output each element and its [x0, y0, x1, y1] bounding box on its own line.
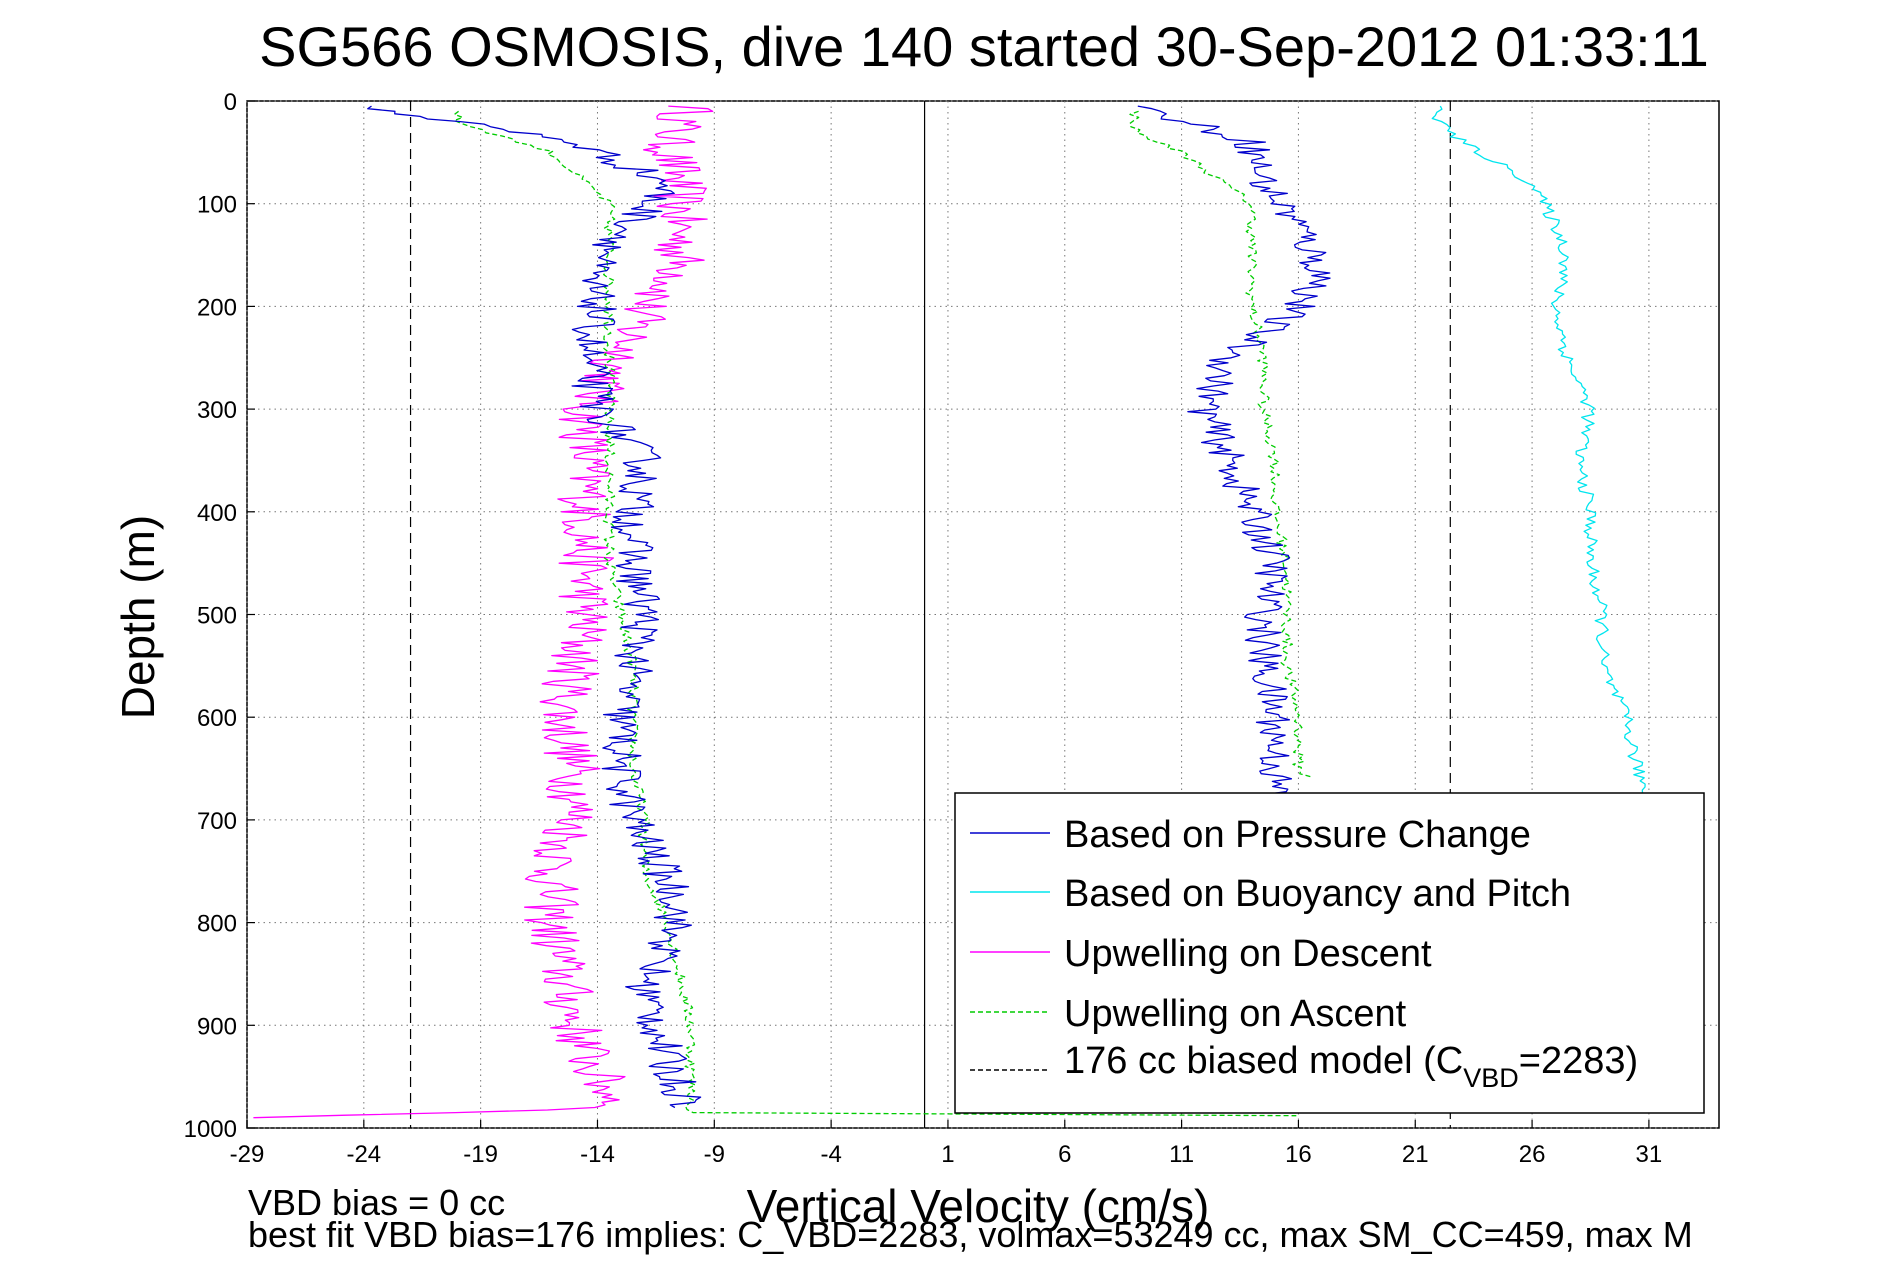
- legend-box: [954, 792, 1705, 1114]
- y-tick-label: 200: [197, 294, 237, 321]
- x-tick-label: 1: [941, 1141, 954, 1168]
- y-tick-label: 1000: [184, 1116, 237, 1143]
- x-tick-label: -14: [580, 1141, 615, 1168]
- y-tick-label: 900: [197, 1013, 237, 1040]
- x-tick-label: -9: [704, 1141, 725, 1168]
- y-tick-label: 700: [197, 808, 237, 835]
- x-tick-label: 6: [1058, 1141, 1071, 1168]
- x-tick-label: 21: [1402, 1141, 1429, 1168]
- x-tick-label: -29: [230, 1141, 265, 1168]
- x-tick-label: -19: [463, 1141, 498, 1168]
- y-tick-label: 800: [197, 911, 237, 938]
- upwelling-descent-line: [253, 105, 714, 1119]
- buoyancy-pitch-line: [1431, 105, 1650, 800]
- upwelling-ascent-ascent-branch: [1129, 110, 1312, 778]
- legend-model-subscript: VBD: [1463, 1063, 1519, 1093]
- y-tick-label: 500: [197, 603, 237, 630]
- y-tick-label: 400: [197, 500, 237, 527]
- chart-title: SG566 OSMOSIS, dive 140 started 30-Sep-2…: [259, 15, 1709, 78]
- x-tick-label: -24: [346, 1141, 381, 1168]
- legend-model-suffix: =2283): [1519, 1040, 1638, 1082]
- tick-layer: -29 -24 -19 -14 -9 -4 1 6 11 16 21 26 31010020030040…: [184, 89, 1663, 1168]
- x-tick-label: 16: [1285, 1141, 1312, 1168]
- x-axis-label: Vertical Velocity (cm/s): [747, 1180, 1210, 1232]
- upwelling-ascent-descent-branch: [453, 110, 1297, 1117]
- pressure-ascent-line: [1137, 105, 1331, 821]
- annotation-vbd-bias: VBD bias = 0 cc: [248, 1182, 505, 1223]
- y-axis-label: Depth (m): [112, 515, 164, 719]
- x-tick-label: 26: [1519, 1141, 1546, 1168]
- annotation-best-fit: best fit VBD bias=176 implies: C_VBD=228…: [248, 1214, 1693, 1255]
- x-tick-label: -4: [820, 1141, 841, 1168]
- legend-label-buoyancy: Based on Buoyancy and Pitch: [1064, 873, 1571, 915]
- y-tick-label: 0: [224, 89, 237, 116]
- series-layer: [253, 101, 1650, 1128]
- legend-label-upwelling-descent: Upwelling on Descent: [1064, 933, 1432, 975]
- legend-label-upwelling-ascent: Upwelling on Ascent: [1064, 993, 1407, 1035]
- x-tick-label: 11: [1169, 1141, 1194, 1168]
- legend-model-prefix: 176 cc biased model (C: [1064, 1040, 1463, 1082]
- legend: Based on Pressure Change Based on Buoyan…: [954, 792, 1705, 1114]
- legend-label-model: 176 cc biased model (CVBD=2283): [1064, 1040, 1638, 1093]
- y-tick-label: 300: [197, 397, 237, 424]
- pressure-descent-line: [367, 105, 702, 1109]
- legend-label-pressure: Based on Pressure Change: [1064, 814, 1531, 856]
- y-tick-label: 600: [197, 705, 237, 732]
- x-tick-label: 31: [1636, 1141, 1663, 1168]
- y-tick-label: 100: [197, 192, 237, 219]
